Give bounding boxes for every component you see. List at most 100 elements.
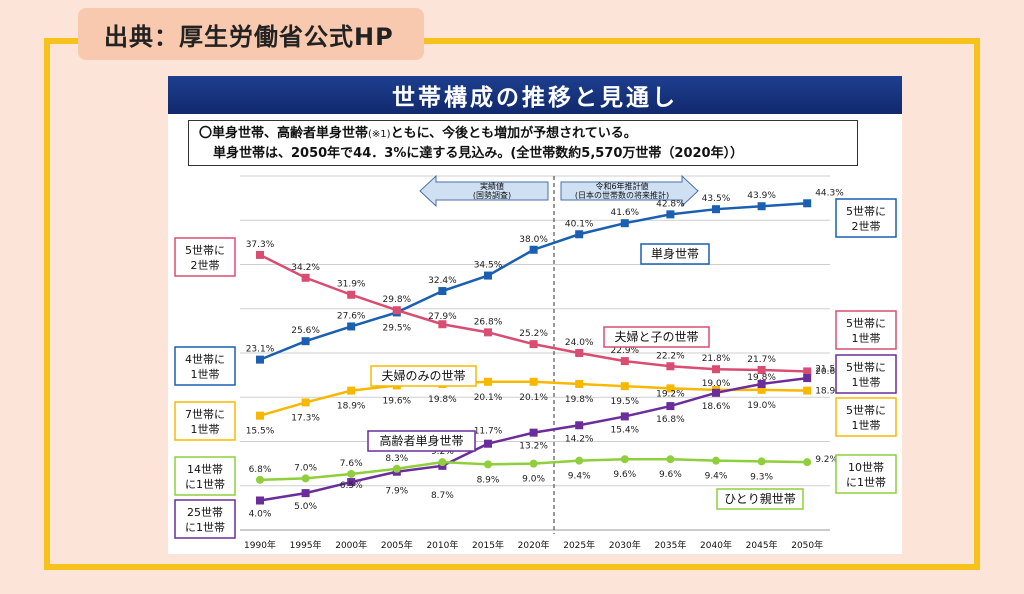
data-point	[438, 287, 447, 296]
ratio-box-right-line1: 5世帯に	[846, 317, 886, 330]
data-label: 37.3%	[246, 240, 275, 250]
x-tick-label: 2040年	[700, 539, 732, 551]
data-point	[256, 496, 264, 505]
x-tick-label: 2025年	[563, 539, 595, 551]
data-point	[347, 322, 356, 331]
ratio-box-right-line2: 1世帯	[852, 332, 881, 345]
data-label: 42.8%	[656, 199, 685, 209]
projection-arrow	[560, 174, 699, 208]
series-label-couple-only: 夫婦のみの世帯	[381, 368, 465, 383]
data-point	[575, 379, 584, 388]
data-label: 21.5%	[815, 364, 844, 374]
ratio-box-left-line2: 1世帯	[191, 368, 220, 381]
data-point	[256, 355, 264, 364]
ratio-box-right-line1: 5世帯に	[846, 404, 886, 417]
data-label: 21.7%	[747, 355, 776, 365]
x-tick-label: 2000年	[335, 539, 367, 551]
data-label: 18.9%	[337, 402, 366, 412]
data-point	[712, 365, 720, 374]
data-point	[757, 379, 766, 388]
data-label: 18.6%	[702, 402, 731, 412]
data-label: 25.6%	[291, 326, 320, 336]
actual-arrow-sublabel: (国勢調査)	[473, 190, 511, 200]
data-point	[484, 271, 492, 280]
summary-box: 〇単身世帯、高齢者単身世帯(※1)ともに、今後とも増加が予想されている。 単身世…	[188, 120, 858, 166]
data-label: 13.2%	[519, 442, 548, 452]
data-point	[256, 411, 264, 420]
data-point	[803, 374, 812, 383]
data-point	[803, 367, 812, 376]
data-point	[256, 250, 264, 259]
ratio-box-right	[835, 310, 897, 350]
data-point	[347, 290, 356, 299]
data-point	[392, 464, 401, 473]
data-label: 34.2%	[291, 263, 320, 273]
data-point	[666, 362, 675, 371]
ratio-box-left-line1: 7世帯に	[185, 408, 225, 421]
data-label: 8.9%	[477, 475, 500, 485]
data-label: 8.3%	[385, 454, 408, 464]
ratio-box-left-line1: 14世帯	[187, 463, 223, 476]
data-point	[620, 455, 629, 464]
ratio-box-left-line2: 1世帯	[191, 423, 220, 436]
data-point	[438, 458, 447, 467]
data-point	[575, 349, 584, 357]
data-point	[438, 320, 447, 329]
data-label: 7.0%	[294, 463, 317, 473]
data-label: 9.3%	[750, 472, 773, 482]
data-label: 19.0%	[747, 401, 776, 411]
ratio-box-left-line2: 2世帯	[191, 259, 220, 272]
ratio-box-left	[174, 456, 236, 496]
data-label: 9.2%	[815, 455, 838, 465]
data-point	[301, 337, 310, 346]
data-point	[803, 458, 812, 467]
x-tick-label: 2015年	[472, 539, 504, 551]
data-point	[620, 357, 629, 366]
data-point	[803, 199, 812, 208]
data-point	[575, 230, 584, 239]
data-label: 19.6%	[383, 396, 412, 406]
data-point	[757, 457, 766, 466]
ratio-box-left	[174, 346, 236, 386]
data-label: 19.0%	[702, 379, 731, 389]
data-label: 34.5%	[474, 261, 503, 271]
x-tick-label: 2010年	[426, 539, 458, 551]
data-label: 22.2%	[656, 351, 685, 361]
data-point	[666, 384, 675, 393]
series-label-single: 単身世帯	[651, 246, 699, 261]
ratio-box-right-line2: 1世帯	[852, 376, 881, 389]
data-point	[712, 205, 720, 214]
data-point	[575, 421, 584, 430]
data-label: 9.4%	[568, 472, 591, 482]
x-tick-label: 2020年	[518, 539, 550, 551]
data-label: 19.8%	[747, 373, 776, 383]
data-label: 43.5%	[702, 194, 731, 204]
ratio-box-left	[174, 499, 236, 539]
data-label: 11.7%	[474, 427, 503, 437]
data-label: 7.6%	[340, 459, 363, 469]
series-label-elderly-single: 高齢者単身世帯	[379, 433, 463, 448]
data-point	[620, 382, 629, 391]
data-point	[666, 210, 675, 219]
outer-frame	[44, 38, 980, 570]
data-label: 9.0%	[522, 475, 545, 485]
series-label-couple-only-box	[370, 365, 477, 387]
x-tick-label: 1990年	[244, 539, 276, 551]
ratio-box-right-line1: 5世帯に	[846, 205, 886, 218]
ratio-box-right-line1: 5世帯に	[846, 361, 886, 374]
ratio-box-left-line1: 5世帯に	[185, 244, 225, 257]
data-point	[712, 456, 720, 465]
ratio-box-left-line1: 25世帯	[187, 506, 223, 519]
data-label: 40.1%	[565, 219, 594, 229]
data-point	[803, 386, 812, 395]
series-label-single-parent-box	[716, 488, 804, 510]
ratio-box-right	[835, 397, 897, 437]
data-label: 19.2%	[656, 389, 685, 399]
chart-slide: 世帯構成の推移と見通し 〇単身世帯、高齢者単身世帯(※1)ともに、今後とも増加が…	[168, 76, 902, 554]
data-point	[620, 412, 629, 421]
ratio-box-left-line2: に1世帯	[185, 521, 225, 534]
data-label: 43.9%	[747, 191, 776, 201]
projection-arrow-sublabel: (日本の世帯数の将来推計)	[575, 190, 669, 200]
data-point	[529, 459, 538, 468]
data-label: 29.8%	[383, 295, 412, 305]
